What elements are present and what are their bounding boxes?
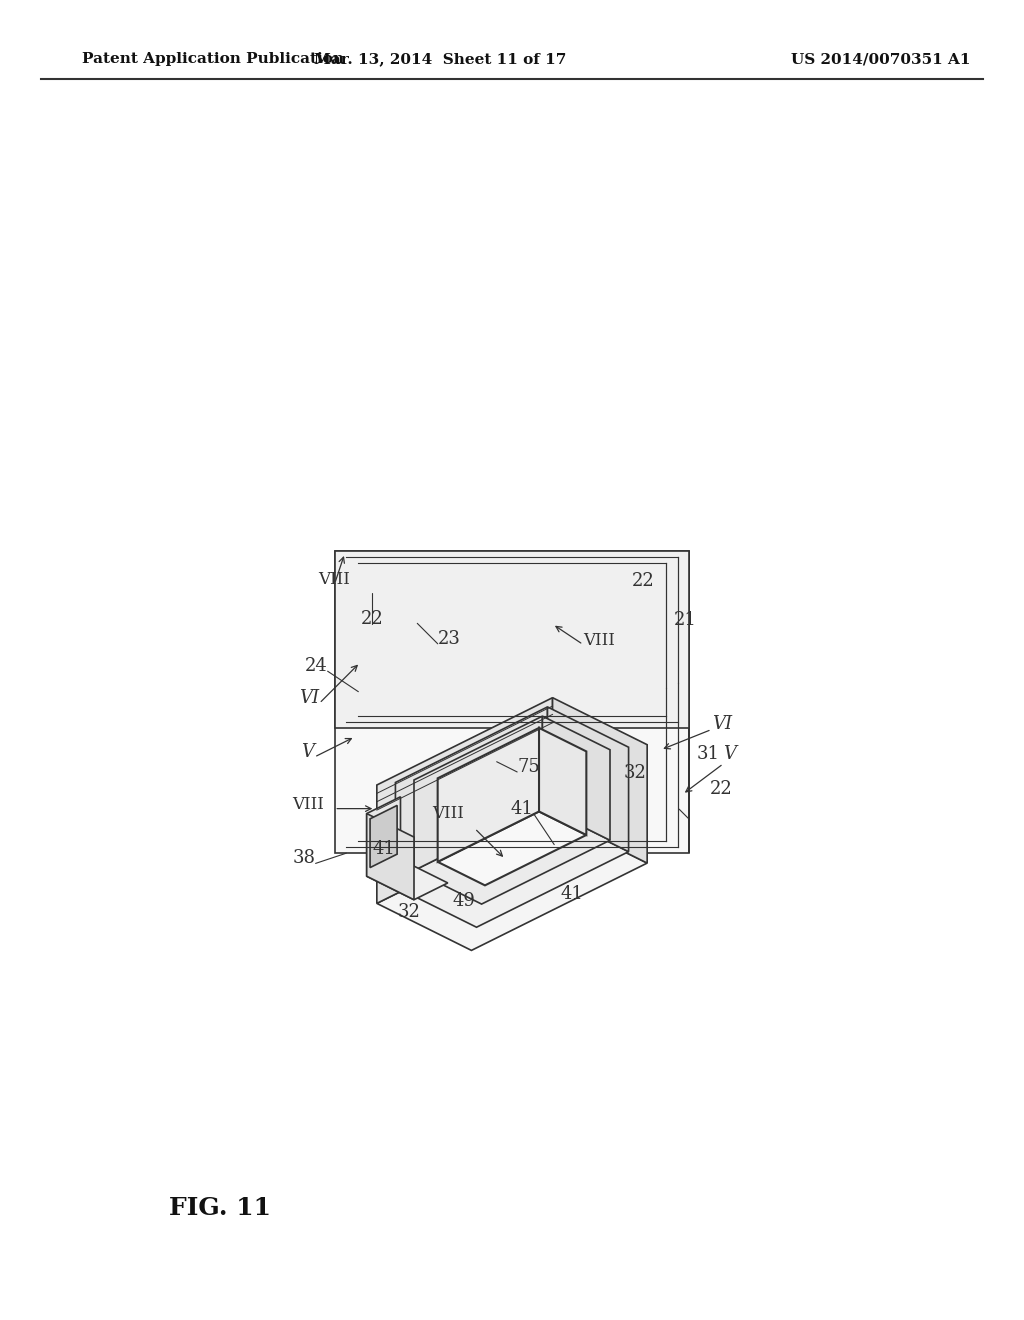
- Text: 38: 38: [293, 849, 315, 867]
- Polygon shape: [367, 813, 414, 900]
- Polygon shape: [335, 552, 689, 727]
- Text: 41: 41: [561, 884, 584, 903]
- Text: VIII: VIII: [292, 796, 324, 813]
- Text: 41: 41: [372, 841, 395, 858]
- Text: US 2014/0070351 A1: US 2014/0070351 A1: [791, 53, 971, 66]
- Polygon shape: [370, 805, 397, 867]
- Polygon shape: [414, 807, 610, 904]
- Text: VIII: VIII: [318, 572, 350, 587]
- Polygon shape: [548, 708, 629, 851]
- Text: 41: 41: [511, 800, 534, 818]
- Polygon shape: [367, 797, 400, 876]
- Text: 22: 22: [632, 572, 654, 590]
- Polygon shape: [377, 698, 553, 903]
- Polygon shape: [553, 698, 647, 863]
- Polygon shape: [539, 727, 587, 836]
- Polygon shape: [395, 812, 629, 927]
- Polygon shape: [414, 717, 543, 870]
- Polygon shape: [543, 717, 610, 841]
- Polygon shape: [437, 727, 539, 862]
- Text: 32: 32: [397, 903, 421, 921]
- Text: 23: 23: [438, 630, 461, 648]
- Polygon shape: [335, 677, 689, 853]
- Polygon shape: [377, 816, 647, 950]
- Text: V: V: [723, 744, 736, 763]
- Text: 75: 75: [517, 758, 540, 776]
- Text: VI: VI: [299, 689, 319, 708]
- Text: 21: 21: [674, 611, 697, 630]
- Text: Mar. 13, 2014  Sheet 11 of 17: Mar. 13, 2014 Sheet 11 of 17: [314, 53, 566, 66]
- Text: 32: 32: [624, 764, 647, 781]
- Text: VIII: VIII: [584, 631, 615, 648]
- Text: Patent Application Publication: Patent Application Publication: [82, 53, 344, 66]
- Polygon shape: [395, 708, 548, 887]
- Text: V: V: [301, 743, 314, 762]
- Polygon shape: [367, 859, 447, 900]
- Polygon shape: [335, 552, 689, 677]
- Text: 24: 24: [305, 657, 328, 676]
- Text: 22: 22: [710, 780, 732, 797]
- Text: VIII: VIII: [432, 805, 465, 822]
- Text: 31: 31: [696, 746, 719, 763]
- Text: 49: 49: [453, 892, 476, 909]
- Text: FIG. 11: FIG. 11: [169, 1196, 271, 1220]
- Text: 22: 22: [360, 610, 383, 628]
- Polygon shape: [437, 812, 587, 886]
- Text: VI: VI: [712, 715, 732, 734]
